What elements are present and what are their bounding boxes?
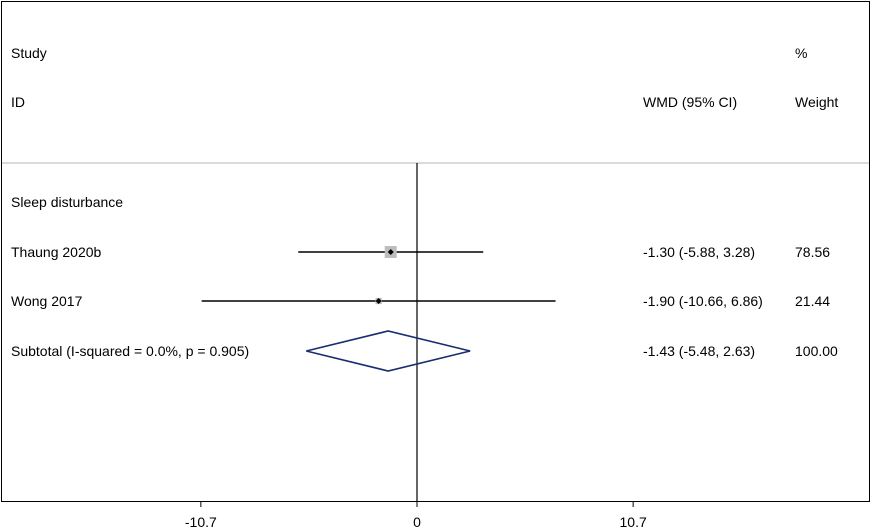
- x-tick-label-1: 0: [413, 514, 421, 529]
- study-ci-0: -1.30 (-5.88, 3.28): [643, 244, 755, 260]
- study-label-1: Wong 2017: [11, 293, 83, 309]
- study-ci-1: -1.90 (-10.66, 6.86): [643, 293, 763, 309]
- study-weight-1: 21.44: [795, 293, 830, 309]
- header-percent: %: [795, 45, 807, 61]
- subgroup-label: Sleep disturbance: [11, 194, 123, 210]
- plot-frame: [1, 1, 870, 502]
- study-label-0: Thaung 2020b: [11, 244, 102, 260]
- subtotal-diamond: [306, 330, 471, 372]
- x-tick-label-2: 10.7: [620, 514, 647, 529]
- subtotal-weight: 100.00: [795, 343, 838, 359]
- point-estimate-0: [387, 249, 394, 255]
- header-study: Study: [11, 45, 47, 61]
- header-weight: Weight: [795, 94, 838, 110]
- header-effect: WMD (95% CI): [643, 94, 737, 110]
- subtotal-label: Subtotal (I-squared = 0.0%, p = 0.905): [11, 343, 249, 359]
- header-id: ID: [11, 94, 25, 110]
- point-estimate-1: [375, 298, 382, 304]
- x-tick-label-0: -10.7: [185, 514, 217, 529]
- subtotal-ci: -1.43 (-5.48, 2.63): [643, 343, 755, 359]
- study-weight-0: 78.56: [795, 244, 830, 260]
